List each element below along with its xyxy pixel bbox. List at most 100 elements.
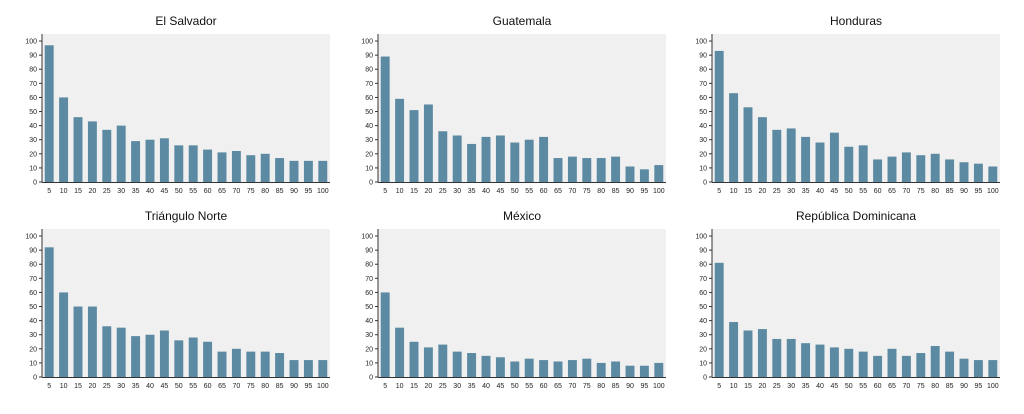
bar <box>625 166 635 182</box>
x-tick-label: 45 <box>831 188 839 195</box>
y-tick-label: 70 <box>365 276 373 283</box>
bar <box>801 136 811 182</box>
y-tick-label: 10 <box>29 360 37 367</box>
y-tick-label: 80 <box>699 67 707 74</box>
x-tick-label: 20 <box>425 188 433 195</box>
bar <box>131 141 141 182</box>
x-tick-label: 35 <box>468 188 476 195</box>
x-tick-label: 15 <box>74 188 82 195</box>
x-tick-label: 5 <box>383 383 387 390</box>
bar <box>423 347 433 377</box>
y-tick-label: 60 <box>29 95 37 102</box>
chart-title: Honduras <box>830 14 882 28</box>
x-tick-label: 50 <box>175 383 183 390</box>
bar <box>481 136 491 182</box>
x-tick-label: 40 <box>146 383 154 390</box>
bar <box>844 348 854 377</box>
bar <box>131 336 141 377</box>
chart-panel: República Dominicana 0 10 20 30 40 50 60 70 80 90 1… <box>695 209 1000 390</box>
bar <box>873 159 883 182</box>
bar <box>73 117 83 182</box>
y-tick-label: 10 <box>699 165 707 172</box>
x-tick-label: 45 <box>497 383 505 390</box>
x-tick-label: 10 <box>60 383 68 390</box>
x-tick-label: 30 <box>117 383 125 390</box>
bar <box>102 129 112 182</box>
x-tick-label: 25 <box>103 383 111 390</box>
x-tick-label: 100 <box>653 383 665 390</box>
bar <box>930 153 940 182</box>
y-tick-label: 50 <box>699 109 707 116</box>
bar <box>829 132 839 182</box>
x-tick-label: 35 <box>802 188 810 195</box>
bar <box>959 358 969 377</box>
y-tick-label: 80 <box>699 262 707 269</box>
bar <box>901 152 911 182</box>
chart-panel: Guatemala 0 10 20 30 40 50 60 70 80 90 100 5 10 15 20 25… <box>361 14 666 195</box>
x-tick-label: 85 <box>276 188 284 195</box>
x-tick-label: 70 <box>903 383 911 390</box>
bar <box>174 340 184 377</box>
x-tick-label: 60 <box>874 188 882 195</box>
x-tick-label: 5 <box>47 188 51 195</box>
y-tick-label: 40 <box>699 123 707 130</box>
bar <box>510 361 520 377</box>
x-tick-label: 45 <box>161 188 169 195</box>
bar <box>988 360 998 377</box>
bar <box>409 110 419 182</box>
bar <box>729 93 739 182</box>
x-tick-label: 75 <box>247 383 255 390</box>
x-tick-label: 5 <box>717 383 721 390</box>
y-tick-label: 100 <box>695 39 707 46</box>
y-tick-label: 70 <box>699 81 707 88</box>
x-tick-label: 25 <box>773 383 781 390</box>
x-tick-label: 85 <box>612 188 620 195</box>
x-tick-label: 10 <box>730 188 738 195</box>
y-tick-label: 40 <box>29 318 37 325</box>
y-tick-label: 30 <box>699 332 707 339</box>
bar <box>639 365 649 377</box>
bar <box>145 334 155 377</box>
bar <box>87 306 97 377</box>
bar <box>743 107 753 182</box>
y-tick-label: 30 <box>29 137 37 144</box>
x-tick-label: 65 <box>888 188 896 195</box>
x-tick-label: 75 <box>247 188 255 195</box>
y-tick-label: 20 <box>365 151 373 158</box>
x-tick-label: 30 <box>787 383 795 390</box>
plot-area <box>42 229 330 377</box>
x-tick-label: 55 <box>189 188 197 195</box>
x-tick-label: 40 <box>816 188 824 195</box>
y-tick-label: 50 <box>29 109 37 116</box>
x-tick-label: 95 <box>975 383 983 390</box>
y-tick-label: 20 <box>699 151 707 158</box>
bar <box>582 358 592 377</box>
bar <box>380 292 390 377</box>
bar <box>757 117 767 182</box>
x-tick-label: 75 <box>583 383 591 390</box>
x-tick-label: 20 <box>759 188 767 195</box>
x-tick-label: 90 <box>290 383 298 390</box>
x-tick-label: 100 <box>653 188 665 195</box>
bar <box>772 338 782 377</box>
bar <box>159 138 169 182</box>
y-tick-label: 90 <box>29 248 37 255</box>
bar <box>289 160 299 182</box>
bar <box>714 50 724 182</box>
x-tick-label: 5 <box>383 188 387 195</box>
x-tick-label: 55 <box>189 383 197 390</box>
y-tick-label: 90 <box>365 53 373 60</box>
bar <box>786 338 796 377</box>
x-tick-label: 55 <box>859 188 867 195</box>
x-tick-label: 85 <box>946 188 954 195</box>
bar <box>625 365 635 377</box>
bar <box>567 156 577 182</box>
bar <box>815 142 825 182</box>
bar <box>145 139 155 182</box>
x-tick-label: 60 <box>540 188 548 195</box>
y-tick-label: 80 <box>29 262 37 269</box>
chart-panel: México 0 10 20 30 40 50 60 70 80 90 100 5 10 15 20 25 30 3… <box>361 209 666 390</box>
y-tick-label: 40 <box>365 318 373 325</box>
bar <box>973 360 983 377</box>
